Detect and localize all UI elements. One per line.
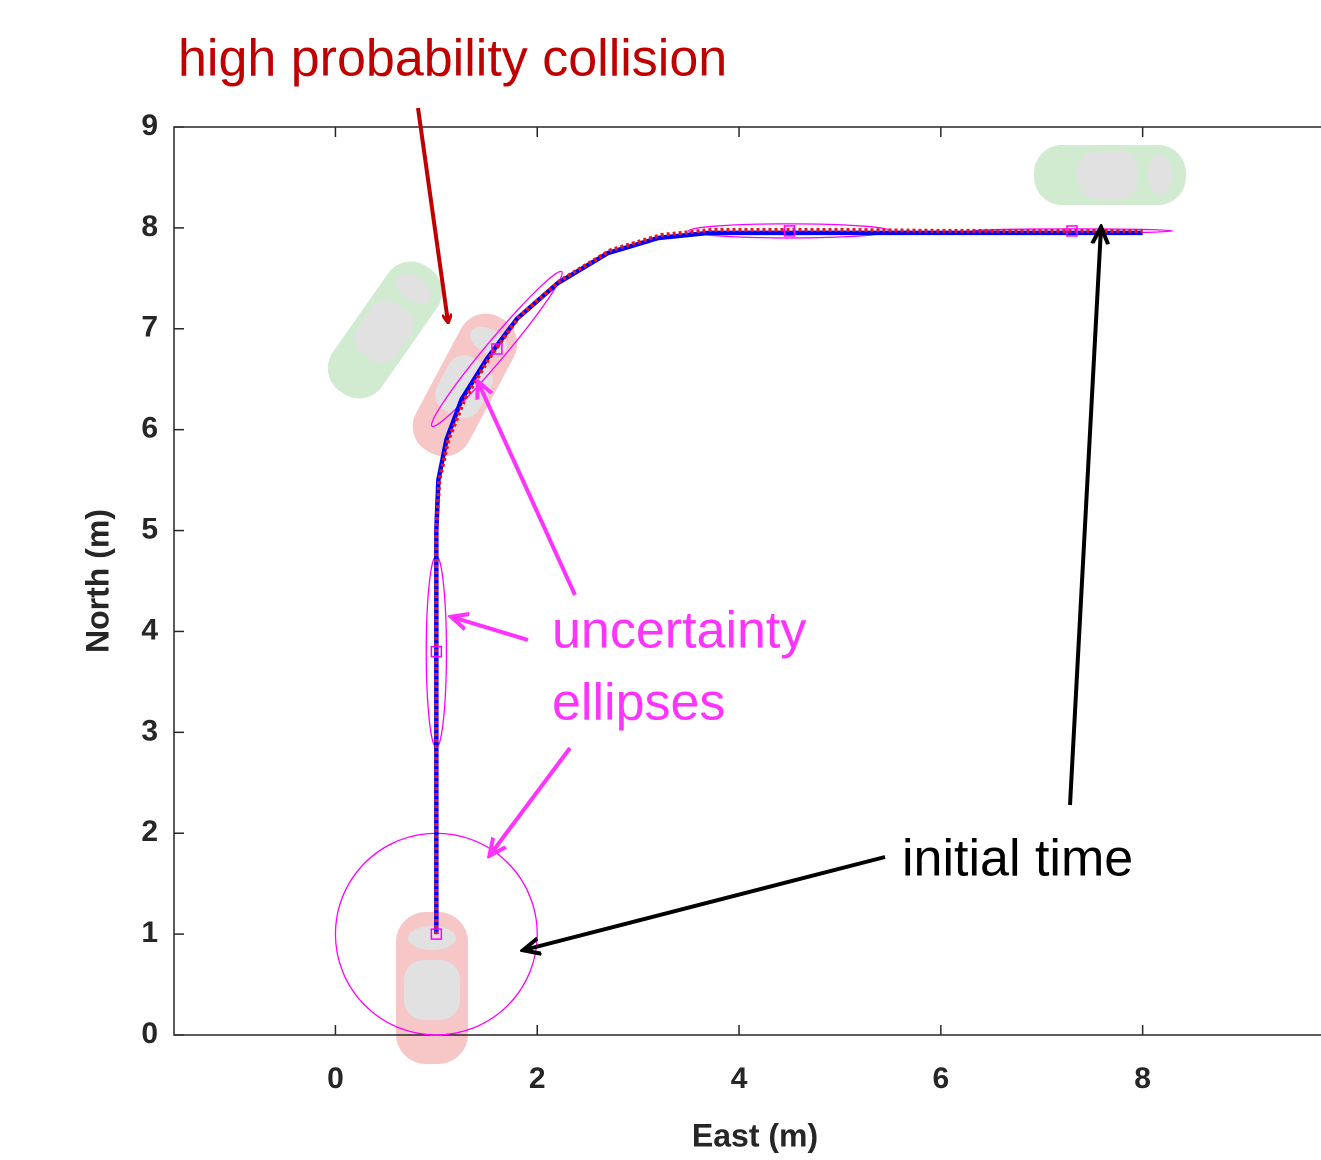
y-tick-label: 5: [141, 512, 158, 545]
x-tick-label: 2: [529, 1062, 546, 1095]
y-tick-label: 0: [141, 1017, 158, 1050]
ellipse-center: [783, 225, 796, 237]
arrow: [1068, 228, 1101, 806]
x-tick-label: 6: [932, 1062, 949, 1095]
arrows: [416, 107, 1101, 950]
y-tick-label: 2: [141, 815, 158, 848]
annotation: high probability collision: [178, 30, 727, 88]
y-axis-label: North (m): [79, 509, 115, 653]
ellipse-center: [1066, 225, 1078, 237]
x-tick-label: 0: [327, 1062, 344, 1095]
trajectory-line: [434, 227, 1143, 935]
ellipse-center: [491, 343, 503, 355]
annotation: uncertainty: [552, 602, 806, 660]
arrow: [452, 617, 529, 642]
arrow: [416, 107, 448, 322]
arrow: [490, 746, 572, 855]
car-icon: [1034, 145, 1186, 205]
arrow: [524, 855, 886, 950]
annotation: ellipses: [552, 674, 725, 732]
y-tick-label: 1: [141, 916, 158, 949]
annotation: initial time: [902, 830, 1133, 888]
uncertainty-ellipse: [430, 270, 563, 428]
x-tick-label: 4: [731, 1062, 748, 1095]
car-icon: [396, 912, 468, 1064]
y-tick-label: 6: [141, 412, 158, 445]
x-axis-label: East (m): [692, 1117, 818, 1153]
arrow: [478, 382, 577, 596]
ellipse-center: [430, 928, 443, 940]
x-tick-label: 8: [1134, 1062, 1151, 1095]
car-icon: [327, 261, 443, 399]
y-tick-label: 8: [141, 210, 158, 243]
y-tick-label: 4: [141, 613, 158, 646]
y-tick-label: 3: [141, 714, 158, 747]
y-tick-label: 7: [141, 311, 158, 344]
ellipse-center: [430, 645, 443, 658]
axes-box: [173, 126, 1321, 1036]
y-tick-label: 9: [141, 109, 158, 142]
